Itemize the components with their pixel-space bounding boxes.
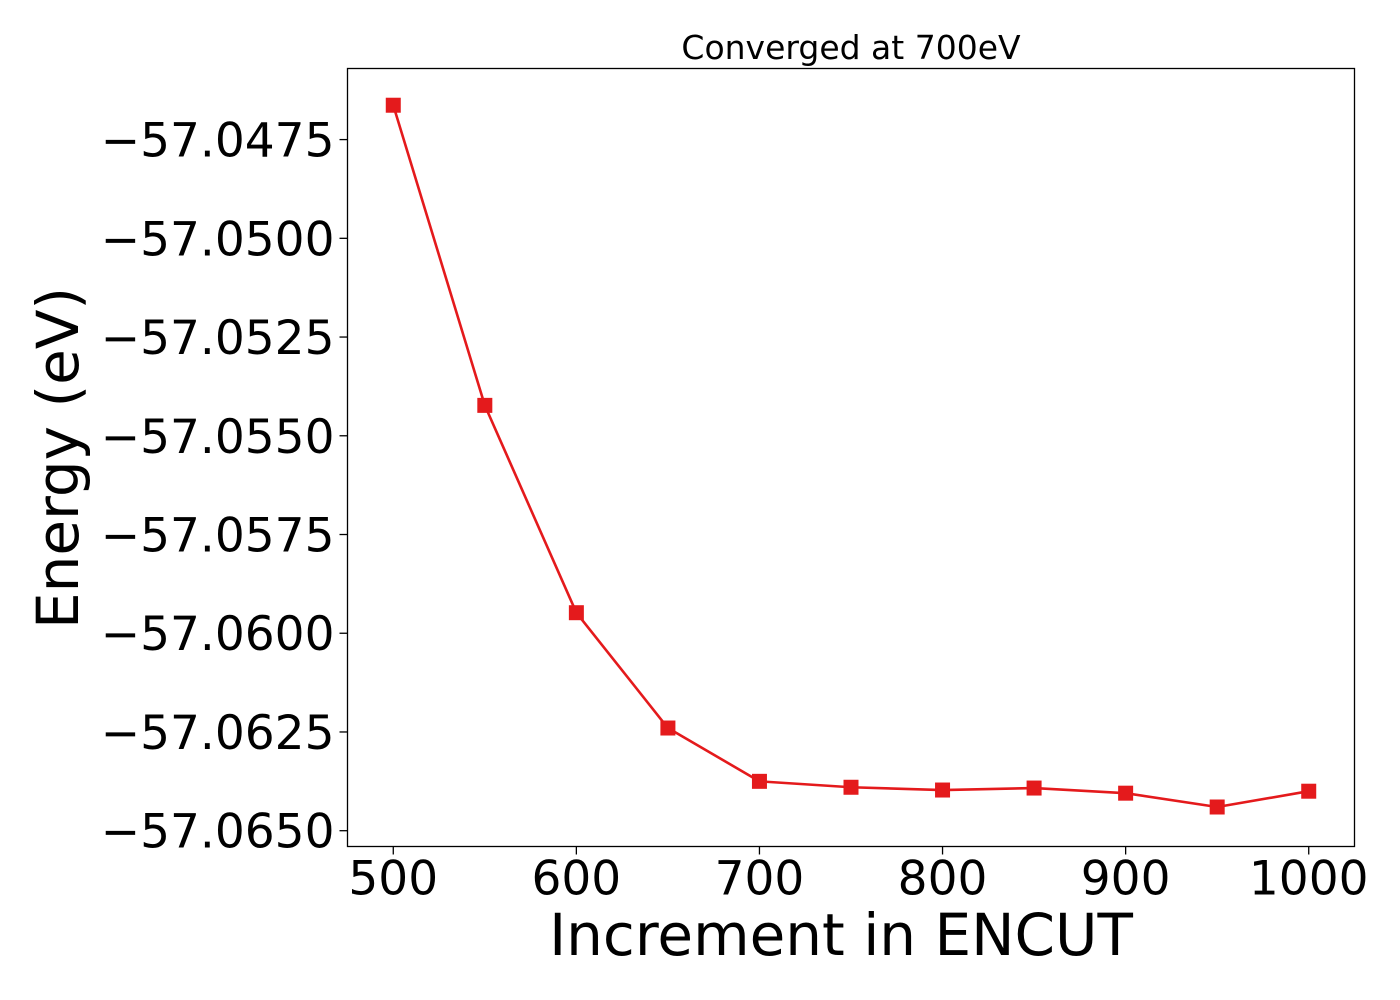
y-tick-label: −57.0500 [101, 212, 335, 267]
series-line [392, 104, 1309, 809]
x-tick-label: 1000 [1249, 852, 1369, 907]
data-point-marker [568, 605, 584, 621]
y-axis-ticks: −57.0475 −57.0500 −57.0525 −57.0550 −57.0575… [101, 114, 348, 860]
x-tick-label: 900 [1081, 852, 1171, 907]
y-tick-label: −57.0525 [101, 311, 335, 366]
x-tick-label: 500 [348, 852, 438, 907]
x-tick-label: 600 [532, 852, 622, 907]
data-point-marker [385, 97, 401, 113]
data-point-marker [751, 773, 767, 789]
x-axis-label: Increment in ENCUT [549, 901, 1133, 969]
y-axis-label: Energy (eV) [24, 287, 92, 629]
plot-area-frame [346, 67, 1356, 848]
data-point-marker [1118, 785, 1134, 801]
data-point-marker [1301, 783, 1317, 799]
data-point-marker [660, 720, 676, 736]
y-tick-label: −57.0575 [101, 509, 335, 564]
x-axis-ticks: 500 600 700 800 900 1000 [348, 846, 1369, 907]
y-tick-label: −57.0650 [101, 805, 335, 860]
y-tick-label: −57.0475 [101, 114, 335, 169]
data-point-marker [843, 779, 859, 795]
x-tick-label: 700 [715, 852, 805, 907]
y-tick-label: −57.0625 [101, 706, 335, 761]
y-tick-label: −57.0550 [101, 410, 335, 465]
chart-title: Converged at 700eV [681, 28, 1021, 67]
series-layer [385, 97, 1317, 815]
data-point-marker [1209, 799, 1225, 815]
x-tick-label: 800 [898, 852, 988, 907]
data-point-marker [1026, 780, 1042, 796]
data-point-marker [935, 782, 951, 798]
y-tick-label: −57.0600 [101, 607, 335, 662]
data-point-marker [477, 397, 493, 413]
